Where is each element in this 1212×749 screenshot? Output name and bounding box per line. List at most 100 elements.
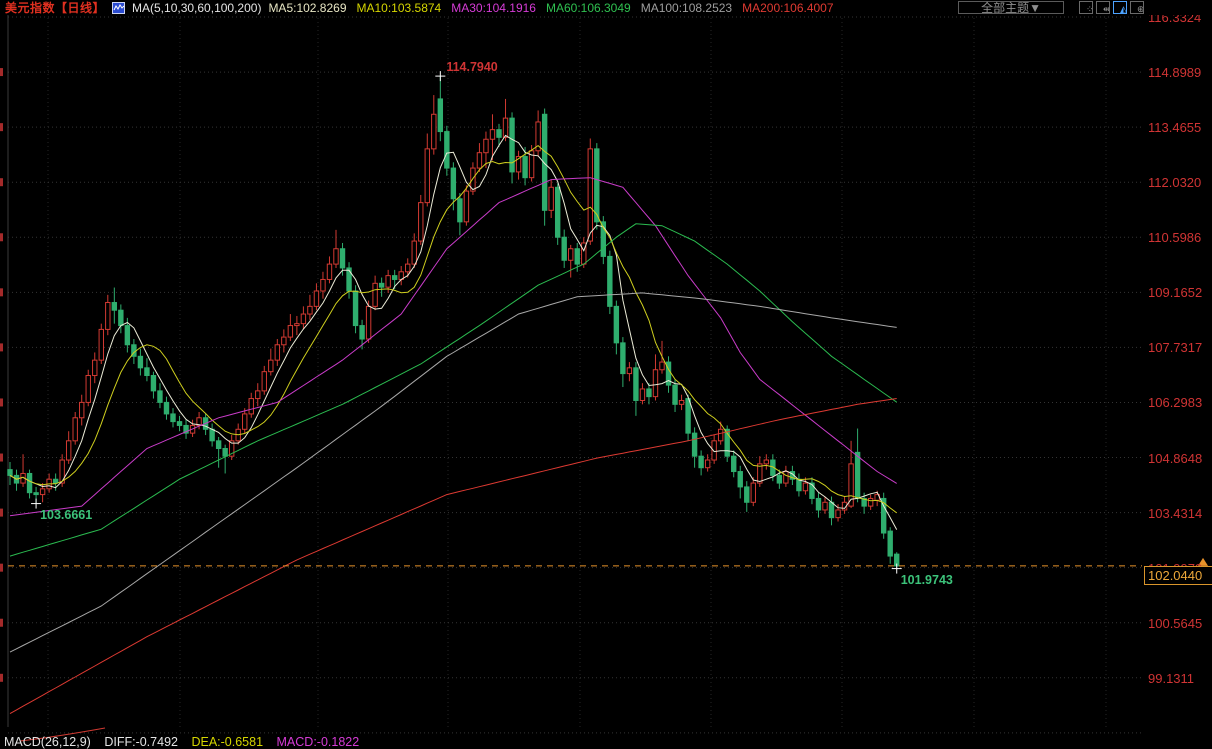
- candle-body: [554, 186, 561, 238]
- candle-body: [770, 459, 776, 476]
- candle-body: [639, 388, 646, 401]
- candle-body: [809, 482, 815, 499]
- candle: [418, 194, 424, 245]
- candle-body: [854, 451, 861, 499]
- candle: [698, 450, 704, 476]
- last-price-arrow-icon: [1198, 557, 1208, 566]
- scale-adjust-icon[interactable]: ⇹: [1096, 1, 1110, 14]
- candle-body: [59, 459, 65, 484]
- candle-body: [672, 384, 678, 405]
- candle-body: [313, 290, 320, 307]
- candle-body: [483, 138, 489, 154]
- candle: [268, 348, 274, 376]
- candle: [835, 504, 841, 522]
- candle: [294, 315, 300, 336]
- clipped-left-axis-label: [0, 343, 3, 352]
- candle-body: [561, 236, 567, 261]
- candle: [522, 146, 528, 186]
- candle-body: [444, 131, 450, 169]
- candle: [222, 444, 228, 474]
- candle-body: [750, 482, 756, 503]
- candle-body: [731, 455, 737, 473]
- candle: [541, 108, 548, 226]
- add-indicator-icon[interactable]: ⊕: [1130, 1, 1144, 14]
- candle: [815, 492, 822, 518]
- candle-body: [26, 472, 33, 494]
- candle-body: [79, 401, 85, 419]
- candle-body: [85, 375, 91, 403]
- candle-body: [600, 221, 607, 257]
- candle: [98, 323, 104, 364]
- candle-body: [307, 305, 313, 315]
- candle-body: [209, 428, 215, 442]
- candle: [437, 76, 444, 142]
- ma-parameters-label: MA(5,10,30,60,100,200): [132, 0, 262, 15]
- candle: [457, 193, 463, 236]
- candle: [554, 183, 561, 245]
- layout-grid-icon[interactable]: ⁘: [1079, 1, 1093, 14]
- candle: [411, 233, 417, 268]
- candle: [176, 415, 183, 432]
- candle-body: [828, 501, 835, 519]
- candle-body: [150, 375, 157, 392]
- candle: [665, 356, 672, 393]
- candle: [483, 131, 489, 169]
- candle: [744, 481, 750, 512]
- candle: [183, 419, 189, 439]
- candle-body: [92, 359, 98, 377]
- candle: [783, 465, 789, 487]
- candle: [691, 427, 698, 468]
- candle-body: [365, 305, 372, 340]
- candle: [163, 396, 170, 420]
- candle-body: [385, 275, 391, 288]
- candle: [372, 275, 378, 311]
- candle-body: [887, 530, 893, 557]
- clipped-left-axis-label: [0, 178, 3, 187]
- candle: [841, 496, 848, 514]
- candle: [13, 469, 20, 491]
- candle-body: [268, 359, 274, 373]
- candle-body: [502, 117, 509, 138]
- candle-body: [346, 267, 352, 292]
- candle: [424, 133, 430, 207]
- candle: [242, 408, 248, 434]
- candle-body: [796, 478, 802, 492]
- candle-body: [144, 367, 150, 377]
- clipped-left-axis-label: [0, 563, 3, 572]
- candle-body: [418, 202, 424, 242]
- candle-body: [646, 388, 652, 398]
- candle-body: [33, 492, 39, 496]
- candle: [854, 428, 861, 503]
- candle: [568, 244, 574, 278]
- candle-body: [568, 248, 574, 261]
- candle-body: [98, 328, 104, 361]
- ma-legend-value: MA10:103.5874: [356, 0, 442, 15]
- clipped-left-axis-label: [0, 288, 3, 297]
- candle: [105, 294, 111, 336]
- candle-body: [457, 198, 463, 223]
- grid-layer: [0, 14, 1142, 734]
- candle-body: [137, 355, 144, 369]
- candle-body: [613, 305, 620, 344]
- candle: [737, 465, 743, 499]
- candle-body: [763, 459, 770, 465]
- candle: [757, 456, 763, 487]
- theme-dropdown-button[interactable]: 全部主题▼: [958, 1, 1064, 14]
- candle-body: [352, 290, 359, 327]
- candle-body: [744, 486, 750, 503]
- candle: [7, 461, 13, 485]
- candle-body: [463, 190, 470, 223]
- candle-body: [685, 398, 691, 434]
- candle-body: [391, 275, 398, 280]
- candle-body: [261, 371, 267, 392]
- candle: [731, 450, 737, 478]
- candle-body: [659, 361, 665, 371]
- candle: [711, 435, 717, 464]
- candle: [144, 358, 150, 382]
- chart-style-icon[interactable]: ◭: [1113, 1, 1127, 14]
- candle-body: [450, 167, 457, 200]
- candle: [352, 285, 359, 334]
- candle-body: [65, 440, 72, 461]
- candle-body: [222, 447, 228, 457]
